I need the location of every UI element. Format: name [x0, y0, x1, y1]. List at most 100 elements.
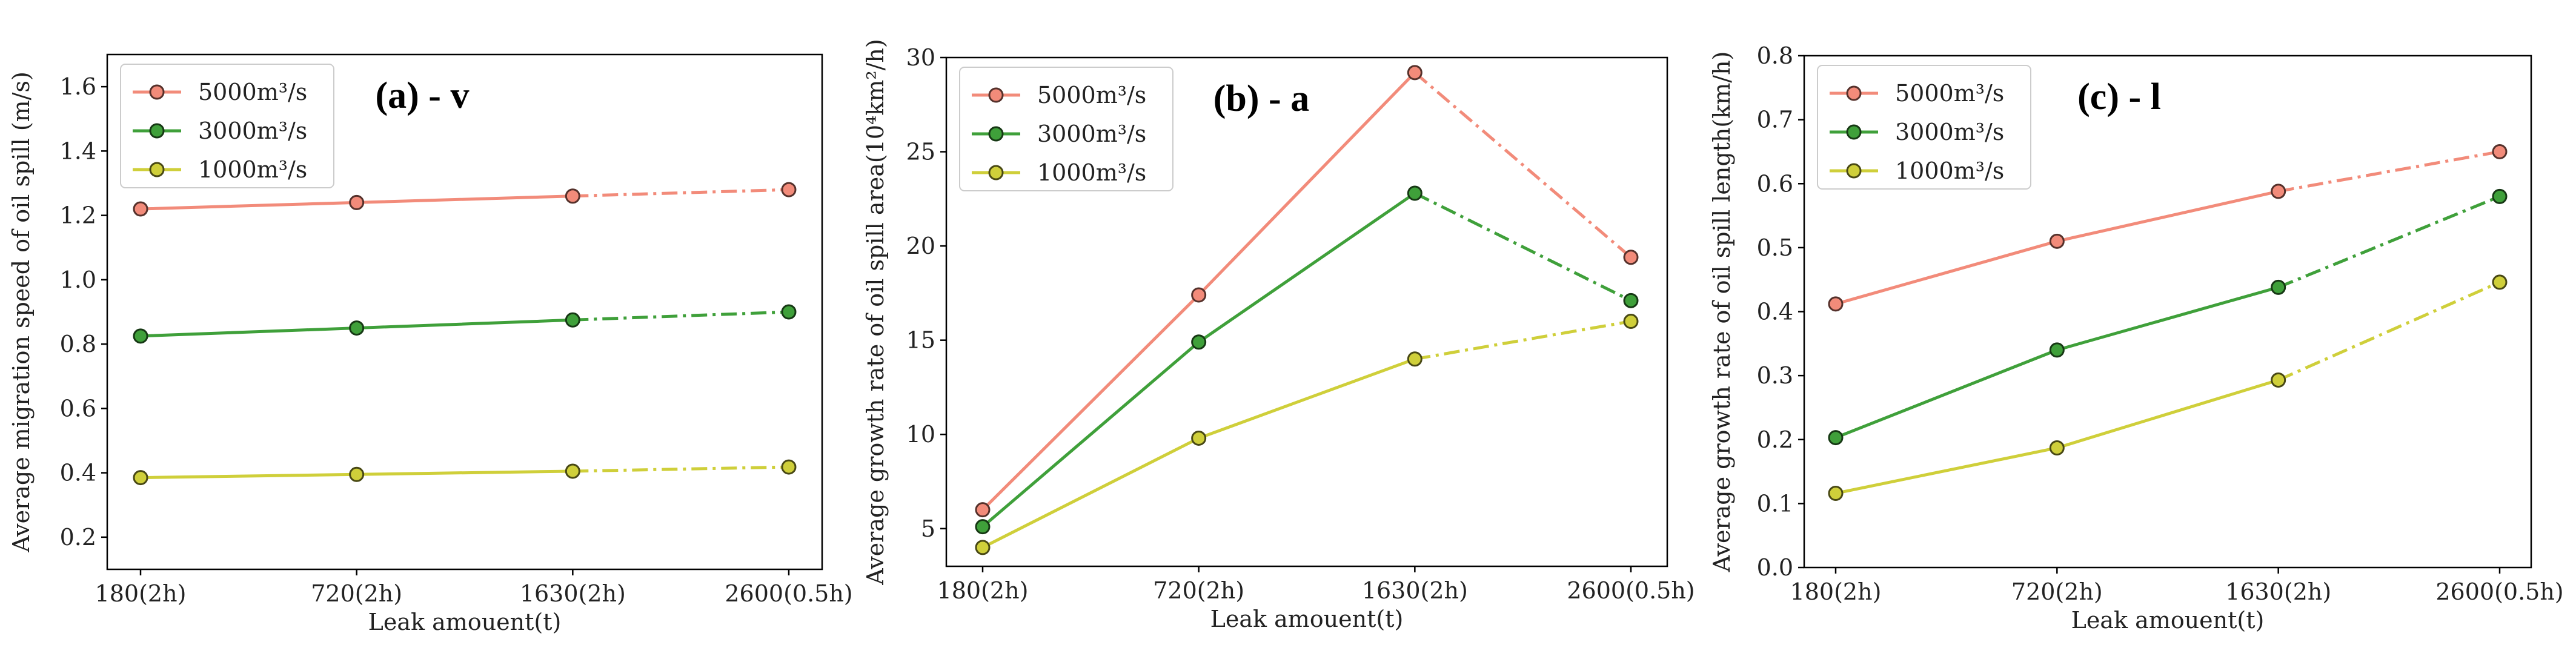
x-tick-label: 1630(2h)	[1362, 577, 1468, 604]
y-tick-label: 1.2	[60, 202, 96, 229]
data-point	[1828, 485, 1844, 501]
chart-panel-2: 5 10 15 20 25 30 180(2h) 720(2h) 1630(2h) 2600(0.…	[862, 39, 1695, 632]
data-point	[133, 328, 148, 344]
data-point	[349, 320, 365, 336]
y-tick-label: 0.4	[1757, 299, 1793, 325]
legend-series-unit: m³/s	[1096, 82, 1147, 108]
series-3000	[1828, 188, 2508, 446]
y-tick-label: 0.0	[1757, 554, 1793, 581]
x-tick-label: 1630(2h)	[2225, 578, 2331, 605]
legend-box	[1817, 65, 2031, 190]
data-point	[2492, 188, 2508, 204]
data-point	[565, 312, 580, 328]
data-point	[2492, 144, 2508, 159]
legend-marker	[988, 165, 1004, 180]
data-point	[133, 201, 148, 217]
y-tick-label: 10	[906, 421, 935, 448]
y-axis-label: Average growth rate of oil spill area(10…	[862, 39, 889, 585]
y-tick-label: 0.6	[60, 395, 96, 422]
data-point	[975, 502, 991, 518]
data-point	[975, 519, 991, 535]
data-point	[2271, 372, 2286, 388]
data-point	[1623, 293, 1639, 308]
y-tick-label: 1.6	[60, 73, 96, 100]
x-tick-label: 2600(0.5h)	[1567, 577, 1695, 604]
x-tick-label: 720(2h)	[2011, 578, 2103, 605]
legend-series-unit: m³/s	[257, 79, 308, 105]
x-tick-label: 180(2h)	[1790, 578, 1882, 605]
legend-series-unit: m³/s	[257, 156, 308, 183]
data-point	[1191, 430, 1207, 446]
x-axis-label: Leak amouent(t)	[1210, 606, 1404, 632]
y-tick-label: 0.4	[60, 460, 96, 486]
legend-marker	[149, 162, 165, 177]
legend-marker	[1846, 85, 1862, 101]
legend-series-name: 1000	[1895, 157, 1954, 184]
legend-box	[959, 67, 1173, 191]
data-point	[1828, 296, 1844, 312]
y-tick-label: 25	[906, 139, 935, 165]
series-line-dashdot	[573, 310, 789, 322]
data-point	[1828, 430, 1844, 446]
y-tick-label: 0.5	[1757, 234, 1793, 261]
data-point	[781, 182, 797, 197]
legend-series-unit: m³/s	[1096, 121, 1147, 147]
y-tick-label: 0.6	[1757, 170, 1793, 197]
x-tick-label: 2600(0.5h)	[2435, 578, 2563, 605]
series-1000	[975, 314, 1639, 555]
x-axis-label: Leak amouent(t)	[2071, 607, 2265, 634]
series-line-dashdot	[573, 188, 789, 198]
x-tick-label: 2600(0.5h)	[725, 580, 852, 607]
data-point	[2271, 184, 2286, 199]
data-point	[1407, 65, 1422, 81]
legend-label: 5000m³/s	[1037, 82, 1146, 108]
data-point	[1191, 287, 1207, 303]
legend-label: 3000m³/s	[198, 118, 307, 144]
legend-series-unit: m³/s	[1096, 159, 1147, 186]
y-tick-label: 0.8	[60, 331, 96, 357]
plot-frame	[945, 56, 1668, 568]
data-point	[1407, 351, 1422, 367]
series-5000	[975, 65, 1639, 518]
y-tick-label: 1.4	[60, 137, 96, 164]
data-point	[2271, 279, 2286, 295]
legend-series-name: 3000	[1037, 121, 1096, 147]
data-point	[1623, 250, 1639, 265]
y-tick-label: 0.1	[1757, 490, 1793, 517]
legend-marker	[1846, 163, 1862, 179]
series-line-dashdot	[2277, 280, 2501, 382]
y-tick-label: 1.0	[60, 266, 96, 293]
legend-series-name: 1000	[198, 156, 257, 183]
y-tick-label: 30	[906, 44, 935, 71]
x-tick-label: 1630(2h)	[520, 580, 626, 607]
data-point	[1191, 334, 1207, 350]
x-tick-label: 720(2h)	[311, 580, 402, 607]
data-point	[781, 304, 797, 320]
legend-label: 1000m³/s	[198, 156, 307, 183]
legend-marker	[149, 123, 165, 139]
legend-box	[120, 64, 334, 188]
legend-series-unit: m³/s	[1954, 80, 2005, 107]
series-3000	[975, 185, 1639, 535]
series-1000	[133, 459, 797, 486]
legend-series-name: 5000	[1895, 80, 1954, 107]
legend-marker	[1846, 124, 1862, 140]
series-5000	[133, 182, 797, 217]
series-5000	[1828, 144, 2508, 312]
data-point	[565, 188, 580, 204]
legend-series-name: 3000	[1895, 119, 1954, 145]
panel-title: (c) - l	[2077, 76, 2161, 118]
legend-label: 3000m³/s	[1895, 119, 2004, 145]
legend-label: 1000m³/s	[1895, 157, 2004, 184]
legend-marker	[988, 126, 1004, 142]
series-line-solid	[1835, 379, 2279, 495]
chart-panel-3: 0.0 0.1 0.2 0.3 0.4 0.5 0.6 0.7 0.8 180(2h) 720(2h…	[1708, 42, 2564, 634]
legend-marker	[149, 84, 165, 100]
legend-label: 5000m³/s	[198, 79, 307, 105]
x-tick-label: 180(2h)	[95, 580, 187, 607]
x-axis-label: Leak amouent(t)	[368, 609, 562, 635]
y-tick-label: 0.2	[1757, 426, 1793, 453]
data-point	[781, 459, 797, 475]
